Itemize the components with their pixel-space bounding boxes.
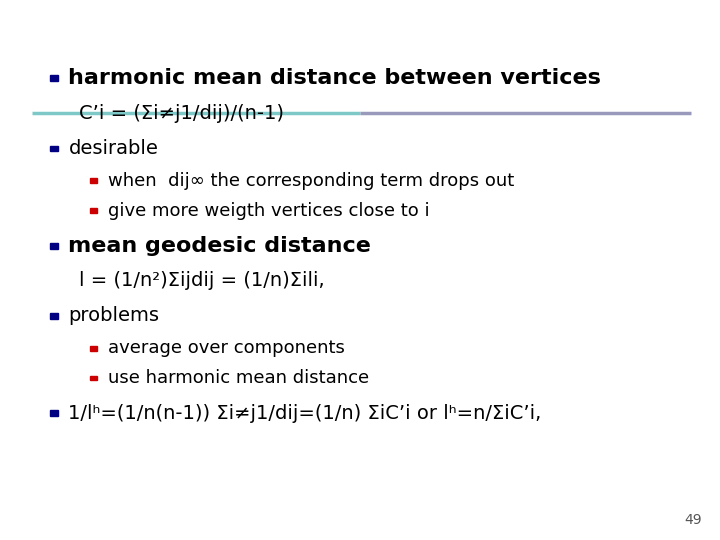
Text: l = (1/n²)Σijdij = (1/n)Σili,: l = (1/n²)Σijdij = (1/n)Σili, — [79, 271, 325, 291]
FancyBboxPatch shape — [91, 346, 96, 351]
Text: average over components: average over components — [108, 339, 345, 357]
Text: C’i = (Σi≠j1/dij)/(n-1): C’i = (Σi≠j1/dij)/(n-1) — [79, 104, 284, 123]
Text: give more weigth vertices close to i: give more weigth vertices close to i — [108, 201, 430, 220]
Text: use harmonic mean distance: use harmonic mean distance — [108, 369, 369, 387]
FancyBboxPatch shape — [50, 410, 58, 416]
FancyBboxPatch shape — [50, 75, 58, 81]
Text: 1/lʰ=(1/n(n-1)) Σi≠j1/dij=(1/n) ΣiC’i or lʰ=n/ΣiC’i,: 1/lʰ=(1/n(n-1)) Σi≠j1/dij=(1/n) ΣiC’i or… — [68, 403, 541, 423]
FancyBboxPatch shape — [91, 178, 96, 183]
FancyBboxPatch shape — [91, 208, 96, 213]
Text: when  dij∞ the corresponding term drops out: when dij∞ the corresponding term drops o… — [108, 172, 514, 190]
FancyBboxPatch shape — [50, 145, 58, 151]
Text: mean geodesic distance: mean geodesic distance — [68, 235, 372, 256]
Text: problems: problems — [68, 306, 159, 326]
Text: 49: 49 — [685, 512, 702, 526]
FancyBboxPatch shape — [50, 242, 58, 248]
FancyBboxPatch shape — [91, 376, 96, 380]
Text: harmonic mean distance between vertices: harmonic mean distance between vertices — [68, 68, 601, 89]
Text: desirable: desirable — [68, 139, 158, 158]
FancyBboxPatch shape — [50, 313, 58, 319]
